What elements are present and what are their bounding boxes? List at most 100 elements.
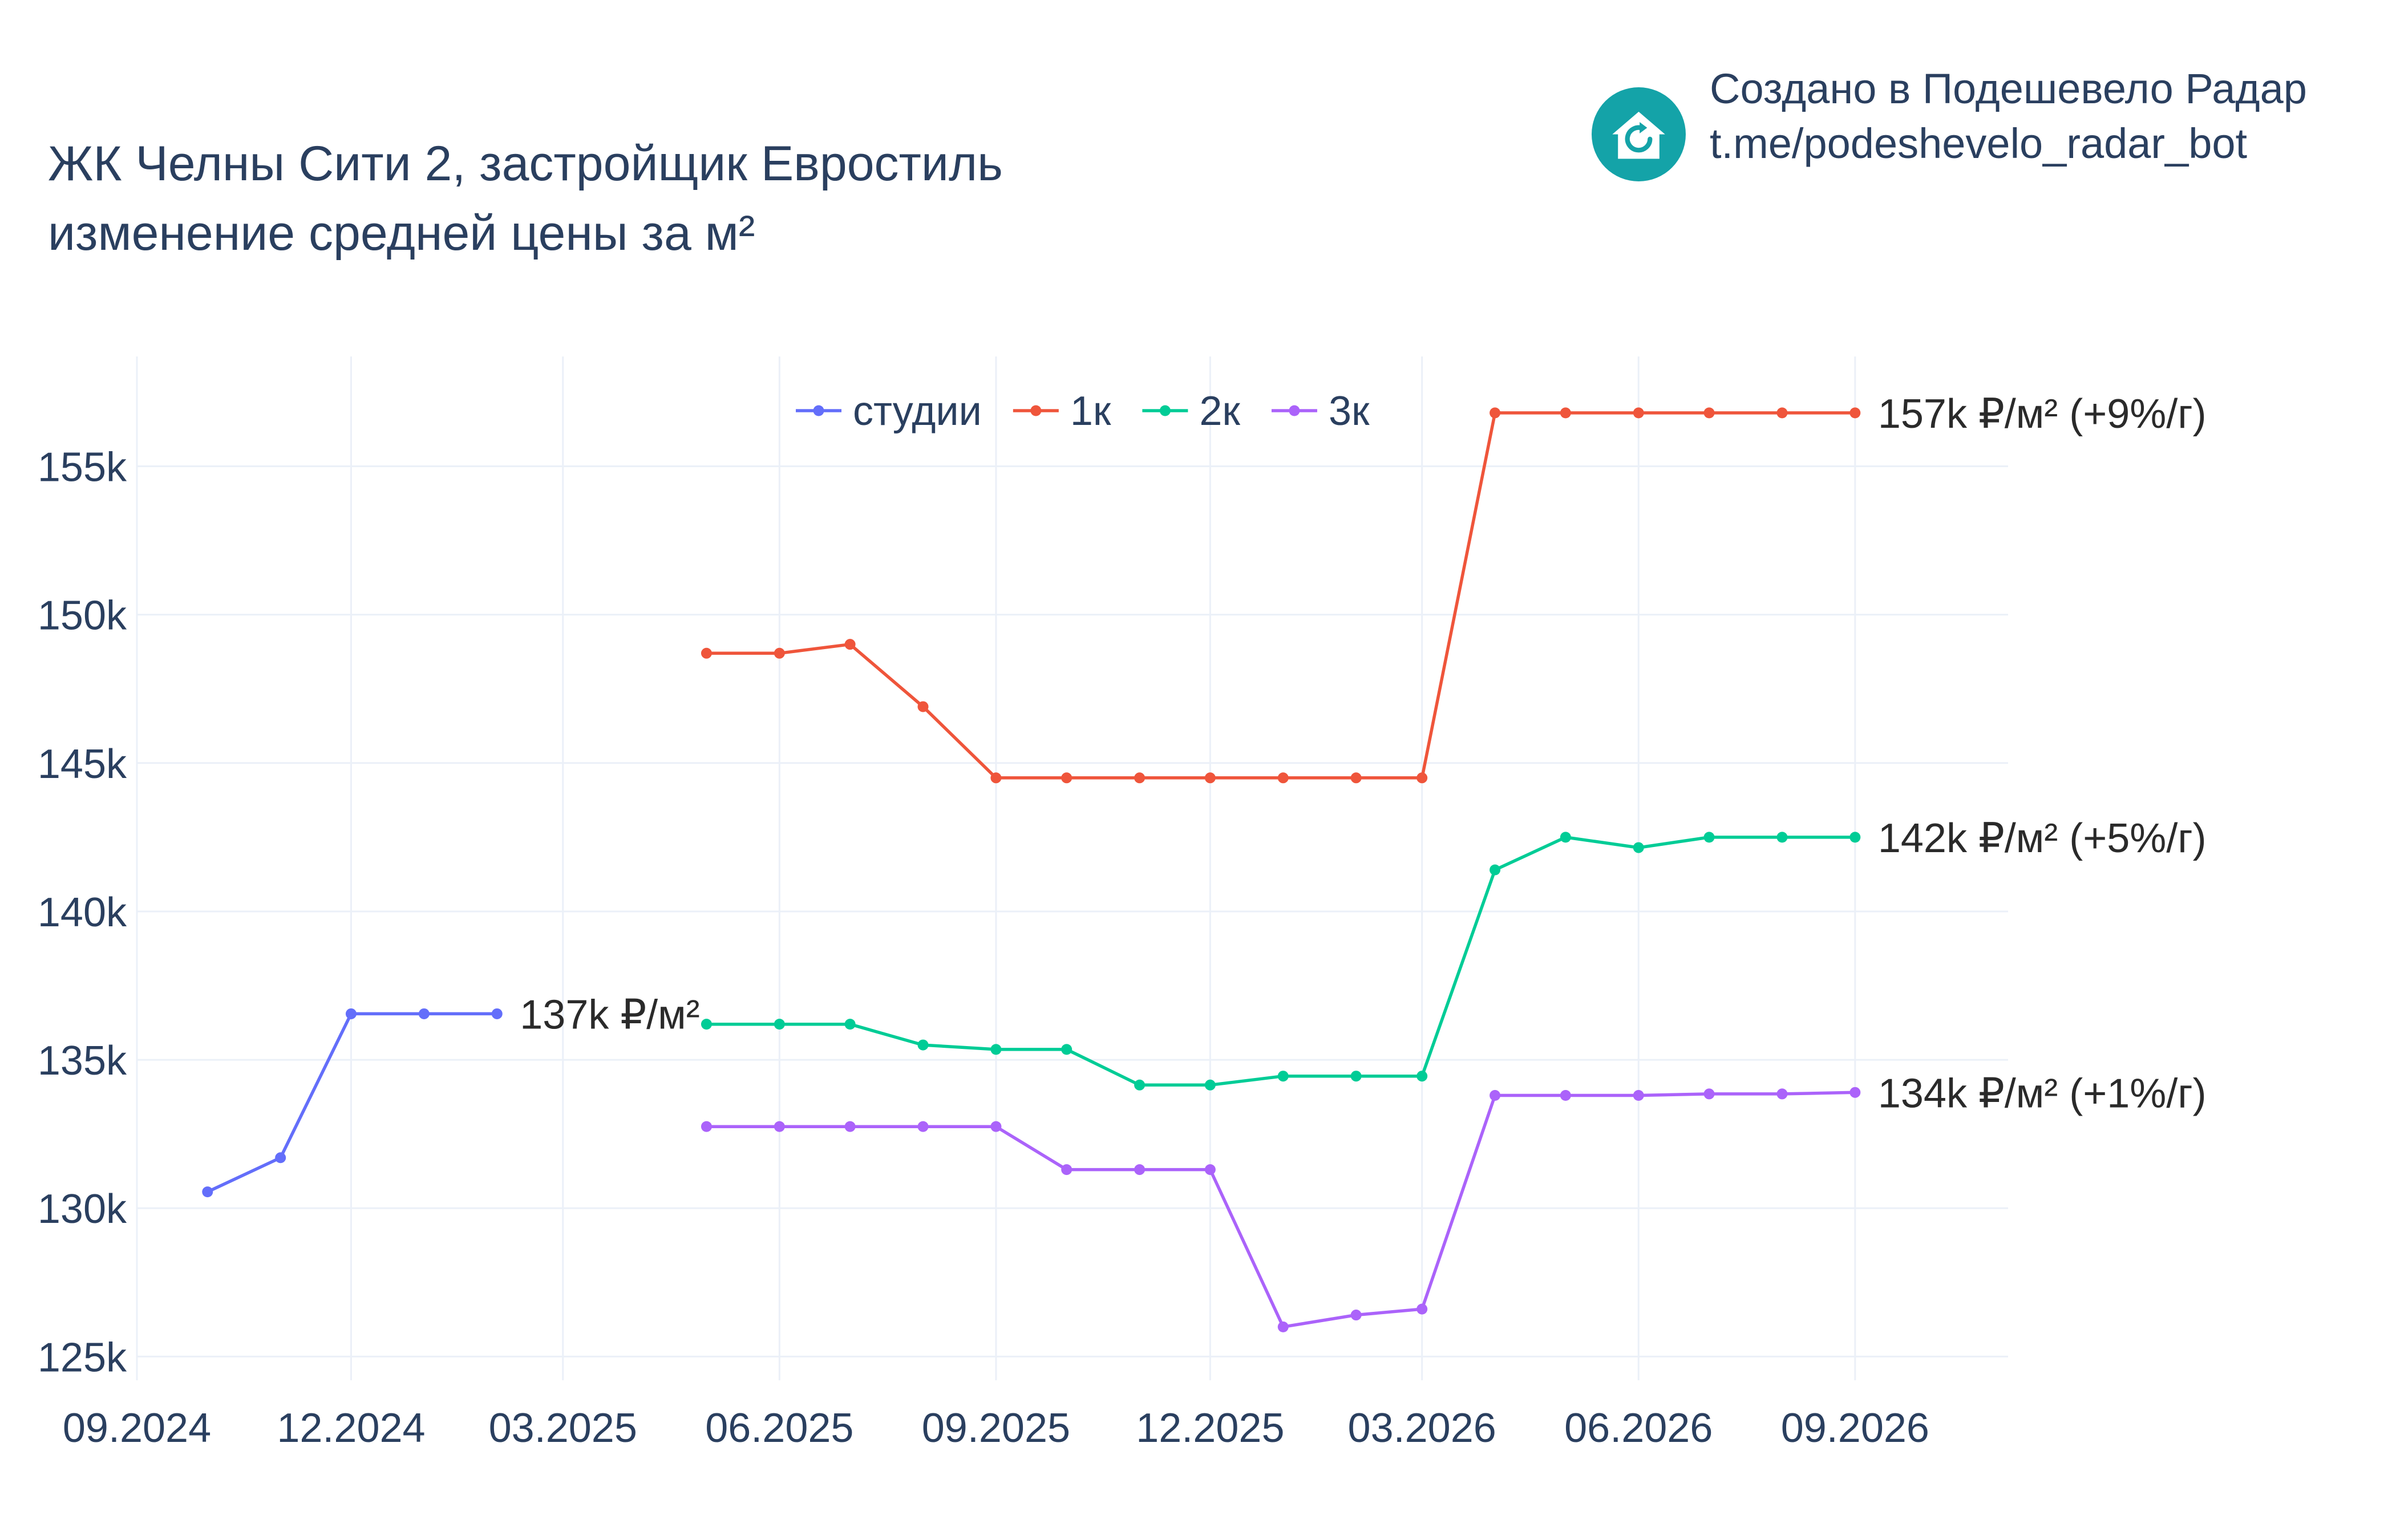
data-point (1416, 1303, 1428, 1315)
brand-line1: Создано в Подешевело Радар (1710, 65, 2307, 112)
data-point (1061, 772, 1072, 784)
x-tick-label: 03.2025 (489, 1405, 637, 1451)
series-line (706, 836, 1855, 1087)
chart-legend[interactable]: студии 1к 2к 3к (796, 388, 1370, 434)
data-point (701, 647, 712, 659)
chart-title: ЖК Челны Сити 2, застройщик Евростиль из… (48, 129, 1003, 268)
data-point (990, 1044, 1002, 1055)
y-tick-label: 150k (38, 593, 127, 639)
data-point (491, 1008, 503, 1019)
legend-item-3к[interactable]: 3к (1271, 388, 1370, 434)
data-point (418, 1008, 430, 1019)
series-1к (701, 407, 1861, 784)
legend-swatch-marker (1289, 405, 1300, 416)
logo-refresh-arc (1625, 125, 1653, 153)
legend-swatch-marker (1159, 405, 1171, 416)
data-point (701, 1121, 712, 1132)
data-point (1703, 407, 1715, 419)
data-point (1134, 1164, 1146, 1176)
logo-house (1612, 111, 1665, 159)
x-tick-label: 12.2025 (1136, 1405, 1284, 1451)
x-tick-label: 03.2026 (1348, 1405, 1496, 1451)
legend-item-студии[interactable]: студии (796, 388, 982, 434)
series-end-label: 142k ₽/м² (+5%/г) (1878, 816, 2207, 861)
data-point (990, 772, 1002, 784)
data-point (1776, 1088, 1788, 1100)
data-point (1849, 832, 1861, 843)
data-point (1633, 1090, 1644, 1101)
series-end-label: 157k ₽/м² (+9%/г) (1878, 391, 2207, 437)
y-tick-label: 135k (38, 1038, 127, 1084)
data-point (774, 1019, 785, 1030)
legend-label: студии (853, 388, 982, 434)
data-point (917, 1121, 929, 1132)
data-point (1277, 1071, 1289, 1082)
brand-text: Создано в Подешевело Радар t.me/podeshev… (1710, 62, 2307, 171)
data-point (1560, 832, 1571, 843)
data-point (1490, 1090, 1501, 1101)
y-tick-label: 155k (38, 445, 127, 491)
house-refresh-icon (1592, 87, 1686, 181)
data-point (1350, 1310, 1362, 1321)
data-point (1849, 1087, 1861, 1098)
data-point (1490, 864, 1501, 876)
data-point (1204, 1164, 1216, 1176)
x-tick-label: 09.2026 (1781, 1405, 1929, 1451)
x-tick-label: 06.2026 (1564, 1405, 1713, 1451)
data-point (1416, 772, 1428, 784)
legend-swatch-marker (1030, 405, 1042, 416)
data-point (1061, 1044, 1072, 1055)
x-tick-label: 06.2025 (705, 1405, 853, 1451)
data-point (1703, 1088, 1715, 1100)
data-point (1277, 1321, 1289, 1332)
brand-line2[interactable]: t.me/podeshevelo_radar_bot (1710, 120, 2248, 167)
data-point (1134, 1079, 1146, 1091)
data-point (1776, 407, 1788, 419)
y-tick-label: 145k (38, 741, 127, 787)
legend-label: 1к (1070, 388, 1111, 434)
chart-title-line2: изменение средней цены за м² (48, 206, 755, 261)
data-point (1204, 1079, 1216, 1091)
data-point (1560, 1090, 1571, 1101)
logo-refresh-arrow (1640, 122, 1648, 133)
data-point (917, 701, 929, 712)
data-point (844, 639, 856, 650)
data-point (345, 1008, 357, 1019)
y-tick-label: 130k (38, 1186, 127, 1232)
data-point (844, 1019, 856, 1030)
data-point (774, 1121, 785, 1132)
data-point (774, 647, 785, 659)
chart-title-line1: ЖК Челны Сити 2, застройщик Евростиль (48, 136, 1003, 191)
chart-series (202, 407, 1861, 1332)
x-tick-label: 09.2025 (922, 1405, 1070, 1451)
chart-grid (136, 356, 2008, 1380)
data-point (917, 1039, 929, 1051)
y-tick-label: 140k (38, 890, 127, 935)
data-point (1849, 407, 1861, 419)
series-end-label: 137k ₽/м² (520, 992, 699, 1038)
legend-swatch-marker (813, 405, 824, 416)
series-студии (202, 1008, 503, 1198)
data-point (1134, 772, 1146, 784)
series-line (207, 1012, 497, 1194)
data-point (1703, 832, 1715, 843)
data-point (1350, 772, 1362, 784)
y-tick-label: 125k (38, 1335, 127, 1380)
legend-label: 3к (1329, 388, 1370, 434)
data-point (1633, 407, 1644, 419)
legend-item-2к[interactable]: 2к (1142, 388, 1240, 434)
data-point (1204, 772, 1216, 784)
y-axis: 125k 130k 135k 140k 145k 150k 155k (38, 445, 127, 1381)
data-point (990, 1121, 1002, 1132)
series-3к (701, 1087, 1861, 1332)
series-end-label: 134k ₽/м² (+1%/г) (1878, 1071, 2207, 1116)
data-point (844, 1121, 856, 1132)
data-point (701, 1019, 712, 1030)
legend-item-1к[interactable]: 1к (1013, 388, 1111, 434)
data-point (1633, 842, 1644, 853)
legend-label: 2к (1199, 388, 1240, 434)
data-point (1490, 407, 1501, 419)
data-point (1416, 1071, 1428, 1082)
data-point (202, 1186, 213, 1198)
